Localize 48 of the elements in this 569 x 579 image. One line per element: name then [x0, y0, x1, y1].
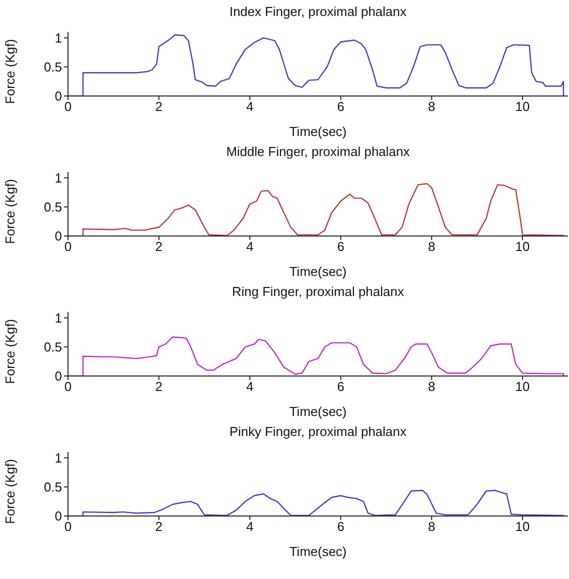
- y-tick-label: 1: [54, 30, 62, 46]
- x-tick-label: 0: [64, 379, 72, 394]
- chart-title: Ring Finger, proximal phalanx: [231, 283, 405, 301]
- x-axis-title: Time(sec): [289, 544, 347, 559]
- x-tick-label: 6: [337, 239, 344, 254]
- x-tick-label: 2: [155, 239, 163, 254]
- y-axis-title: Force (Kgf): [2, 458, 18, 524]
- x-tick-label: 10: [515, 519, 530, 534]
- y-tick-label: 0: [54, 88, 62, 104]
- y-axis-title: Force (Kgf): [2, 38, 18, 104]
- x-tick-label: 2: [155, 99, 163, 114]
- x-tick-label: 8: [428, 99, 436, 114]
- chart-title: Pinky Finger, proximal phalanx: [228, 423, 408, 441]
- y-tick-label: 1: [54, 310, 62, 326]
- y-tick-label: 1: [54, 450, 62, 466]
- chart-title: Index Finger, proximal phalanx: [228, 3, 408, 21]
- x-tick-label: 4: [246, 99, 254, 114]
- x-tick-label: 6: [337, 99, 344, 114]
- chart-title: Middle Finger, proximal phalanx: [225, 143, 411, 161]
- x-axis-title: Time(sec): [289, 404, 347, 419]
- x-tick-label: 10: [515, 379, 530, 394]
- x-tick-label: 8: [428, 519, 436, 534]
- x-tick-label: 8: [428, 379, 436, 394]
- y-tick-label: 0: [54, 368, 62, 384]
- x-tick-label: 6: [337, 379, 344, 394]
- y-axis-title: Force (Kgf): [2, 178, 18, 244]
- y-tick-label: 1: [54, 170, 62, 186]
- x-tick-label: 6: [337, 519, 344, 534]
- y-tick-label: 0: [54, 508, 62, 524]
- x-tick-label: 2: [155, 379, 163, 394]
- y-tick-label: 0: [54, 228, 62, 244]
- x-tick-label: 10: [515, 99, 530, 114]
- x-tick-label: 8: [428, 239, 436, 254]
- y-tick-label: 0.5: [44, 60, 62, 75]
- y-axis-title: Force (Kgf): [2, 318, 18, 384]
- x-tick-label: 2: [155, 519, 163, 534]
- x-axis-title: Time(sec): [289, 124, 347, 139]
- x-tick-label: 4: [246, 239, 254, 254]
- x-tick-label: 4: [246, 379, 254, 394]
- x-tick-label: 0: [64, 99, 72, 114]
- y-tick-label: 0.5: [44, 200, 62, 215]
- y-tick-label: 0.5: [44, 340, 62, 355]
- x-tick-label: 0: [64, 239, 72, 254]
- x-axis-title: Time(sec): [289, 264, 347, 279]
- y-tick-label: 0.5: [44, 480, 62, 495]
- x-tick-label: 0: [64, 519, 72, 534]
- x-tick-label: 10: [515, 239, 530, 254]
- x-tick-label: 4: [246, 519, 254, 534]
